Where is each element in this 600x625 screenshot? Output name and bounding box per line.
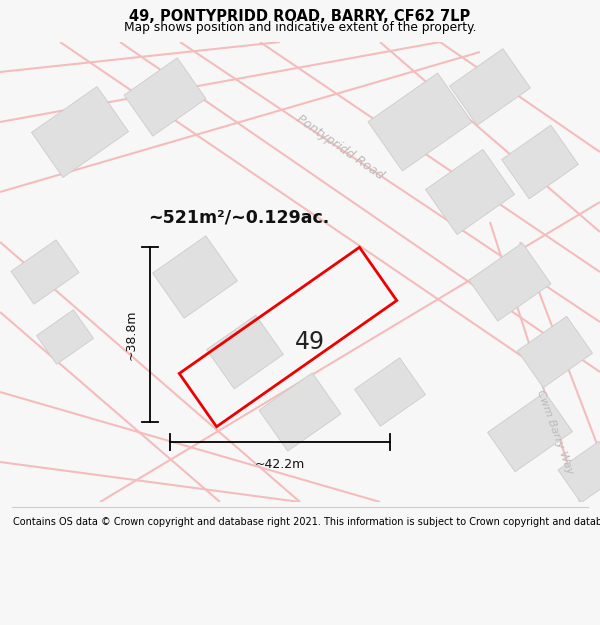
Polygon shape	[11, 240, 79, 304]
Polygon shape	[502, 125, 578, 199]
Polygon shape	[124, 58, 206, 136]
Polygon shape	[368, 73, 472, 171]
Polygon shape	[31, 86, 128, 178]
Polygon shape	[152, 236, 238, 318]
Text: Pontypridd Road: Pontypridd Road	[294, 112, 386, 182]
Polygon shape	[469, 243, 551, 321]
Text: ~42.2m: ~42.2m	[255, 458, 305, 471]
Text: ~521m²/~0.129ac.: ~521m²/~0.129ac.	[148, 208, 329, 226]
Polygon shape	[355, 357, 425, 426]
Text: 49, PONTYPRIDD ROAD, BARRY, CF62 7LP: 49, PONTYPRIDD ROAD, BARRY, CF62 7LP	[130, 9, 470, 24]
Text: 49: 49	[295, 330, 325, 354]
Polygon shape	[558, 441, 600, 503]
Polygon shape	[206, 315, 283, 389]
Polygon shape	[37, 310, 94, 364]
Polygon shape	[488, 392, 572, 472]
Text: Cwm Barry Way: Cwm Barry Way	[535, 389, 575, 476]
Text: ~38.8m: ~38.8m	[125, 309, 138, 360]
Text: Map shows position and indicative extent of the property.: Map shows position and indicative extent…	[124, 21, 476, 34]
Polygon shape	[259, 373, 341, 451]
Polygon shape	[425, 149, 514, 234]
Polygon shape	[518, 316, 592, 388]
Text: Contains OS data © Crown copyright and database right 2021. This information is : Contains OS data © Crown copyright and d…	[13, 517, 600, 527]
Polygon shape	[449, 49, 530, 125]
